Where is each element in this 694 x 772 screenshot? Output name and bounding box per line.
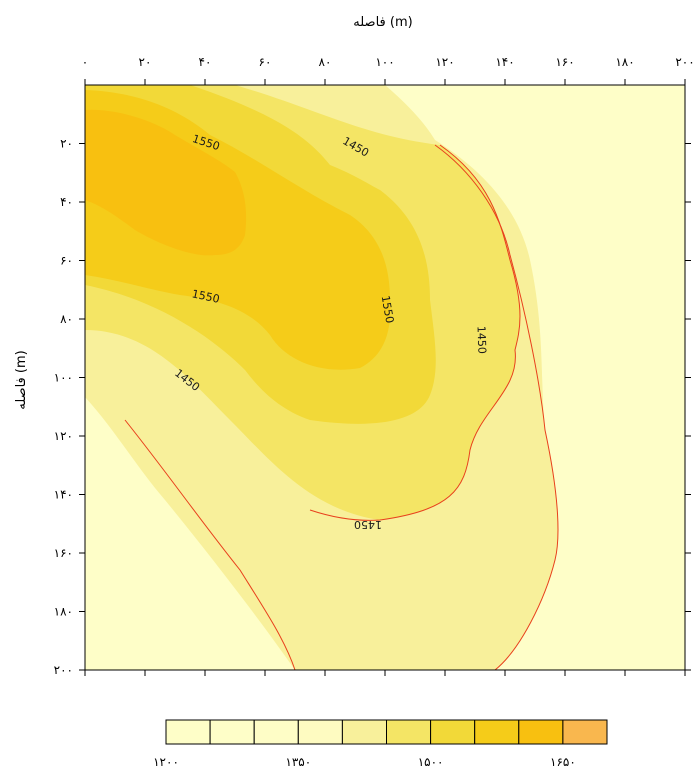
y-tick-label-100: ۱۰۰ [54, 371, 73, 385]
colorbar-label-1200: ۱۲۰۰ [153, 755, 179, 769]
y-tick-label-180: ۱۸۰ [54, 605, 73, 619]
colorbar-label-1650: ۱۶۵۰ [550, 755, 576, 769]
colorbar-swatch-1450 [386, 719, 432, 745]
contour-fills [85, 85, 685, 670]
fill-band-1600 [85, 109, 247, 256]
colorbar-swatch-1600 [518, 719, 564, 745]
x-tick-label-200: ۲۰۰ [675, 55, 694, 69]
x-tick-label-160: ۱۶۰ [555, 55, 574, 69]
colorbar-swatch-1200 [165, 719, 211, 745]
x-tick-label-20: ۲۰ [139, 55, 152, 69]
x-axis: ۰ ۲۰ ۴۰ ۶۰ ۸۰ ۱۰۰ ۱۲۰ ۱۴۰ ۱۶۰ ۱۸۰ ۲۰۰ [82, 55, 694, 676]
y-tick-label-80: ۸۰ [60, 312, 73, 326]
y-tick-label-200: ۲۰۰ [54, 663, 73, 677]
x-tick-label-140: ۱۴۰ [495, 55, 514, 69]
colorbar-swatch-1550 [474, 719, 520, 745]
contour-label-1450-right: 1450 [475, 326, 489, 354]
y-axis: ۲۰ ۴۰ ۶۰ ۸۰ ۱۰۰ ۱۲۰ ۱۴۰ ۱۶۰ ۱۸۰ ۲۰۰ [54, 137, 691, 677]
colorbar: ۱۲۰۰ ۱۳۵۰ ۱۵۰۰ ۱۶۵۰ [153, 719, 608, 769]
contour-label-1550-right: 1550 [379, 294, 397, 324]
x-tick-label-60: ۶۰ [259, 55, 272, 69]
colorbar-swatch-1350 [297, 719, 343, 745]
contour-line-1450-left [124, 419, 296, 670]
x-tick-label-120: ۱۲۰ [435, 55, 454, 69]
y-tick-label-160: ۱۶۰ [54, 546, 73, 560]
x-tick-label-100: ۱۰۰ [375, 55, 394, 69]
y-tick-label-60: ۶۰ [60, 254, 73, 268]
x-axis-title: فاصله (m) [353, 15, 412, 30]
colorbar-swatch-1300 [253, 719, 299, 745]
y-tick-label-20: ۲۰ [60, 137, 73, 151]
colorbar-swatch-1500 [430, 719, 476, 745]
y-tick-label-120: ۱۲۰ [54, 429, 73, 443]
contour-label-1450-bottom: 1450 [354, 518, 382, 531]
y-axis-title: فاصله (m) [14, 350, 29, 409]
contour-label-1550-mid: 1550 [191, 287, 221, 306]
contour-line-1450-right [434, 144, 559, 670]
x-tick-label-80: ۸۰ [319, 55, 332, 69]
y-tick-label-40: ۴۰ [60, 195, 73, 209]
x-tick-label-180: ۱۸۰ [615, 55, 634, 69]
x-tick-label-0: ۰ [82, 55, 88, 69]
colorbar-label-1500: ۱۵۰۰ [418, 755, 444, 769]
contour-line-1450-inner [309, 144, 521, 521]
colorbar-swatch-1650 [562, 719, 608, 745]
colorbar-swatch-1400 [341, 719, 387, 745]
x-tick-label-40: ۴۰ [199, 55, 212, 69]
y-tick-label-140: ۱۴۰ [54, 488, 73, 502]
contour-lines [124, 144, 559, 670]
colorbar-label-1350: ۱۳۵۰ [285, 755, 311, 769]
colorbar-swatch-1250 [209, 719, 255, 745]
